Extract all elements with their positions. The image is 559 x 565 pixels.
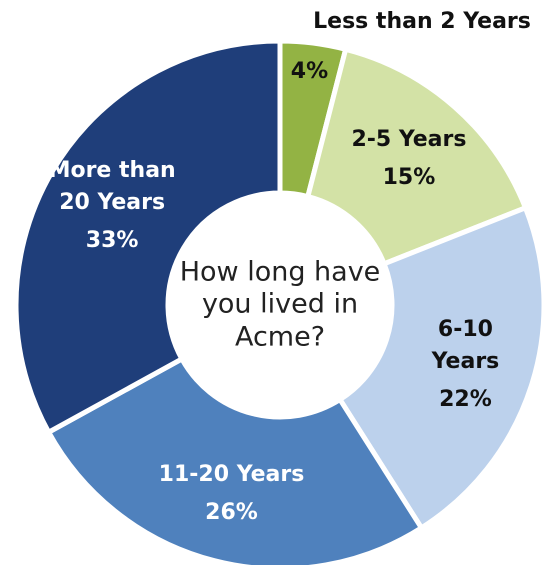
category-label: 11-20 Years [158, 461, 305, 487]
value-label: 33% [85, 227, 139, 253]
value-label: 4% [290, 58, 329, 84]
category-label: 2-5 Years [351, 126, 467, 152]
value-label: 26% [205, 499, 258, 525]
value-label: 15% [382, 164, 436, 190]
slice-label: More than 20 Years 33% [45, 155, 180, 257]
category-label: Less than 2 Years [313, 9, 531, 35]
slice-label: 11-20 Years 26% [132, 459, 332, 529]
slice-label: 6-10 Years 22% [415, 314, 515, 416]
category-label: More than 20 Years [48, 157, 176, 215]
center-hole [168, 193, 392, 417]
slice-label: 2-5 Years 15% [334, 124, 484, 194]
chart-title: How long have you lived in Acme? [179, 256, 381, 353]
category-label: 6-10 Years [431, 317, 500, 375]
value-label: 22% [439, 387, 492, 413]
